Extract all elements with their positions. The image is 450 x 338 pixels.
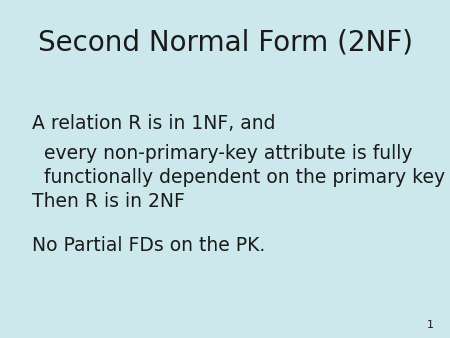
Text: functionally dependent on the primary key: functionally dependent on the primary ke… [32,168,445,187]
Text: A relation R is in 1NF, and: A relation R is in 1NF, and [32,114,275,133]
Text: No Partial FDs on the PK.: No Partial FDs on the PK. [32,236,265,255]
Text: Then R is in 2NF: Then R is in 2NF [32,192,184,211]
Text: Second Normal Form (2NF): Second Normal Form (2NF) [37,28,413,56]
Text: every non-primary-key attribute is fully: every non-primary-key attribute is fully [32,144,412,163]
Text: 1: 1 [427,319,434,330]
